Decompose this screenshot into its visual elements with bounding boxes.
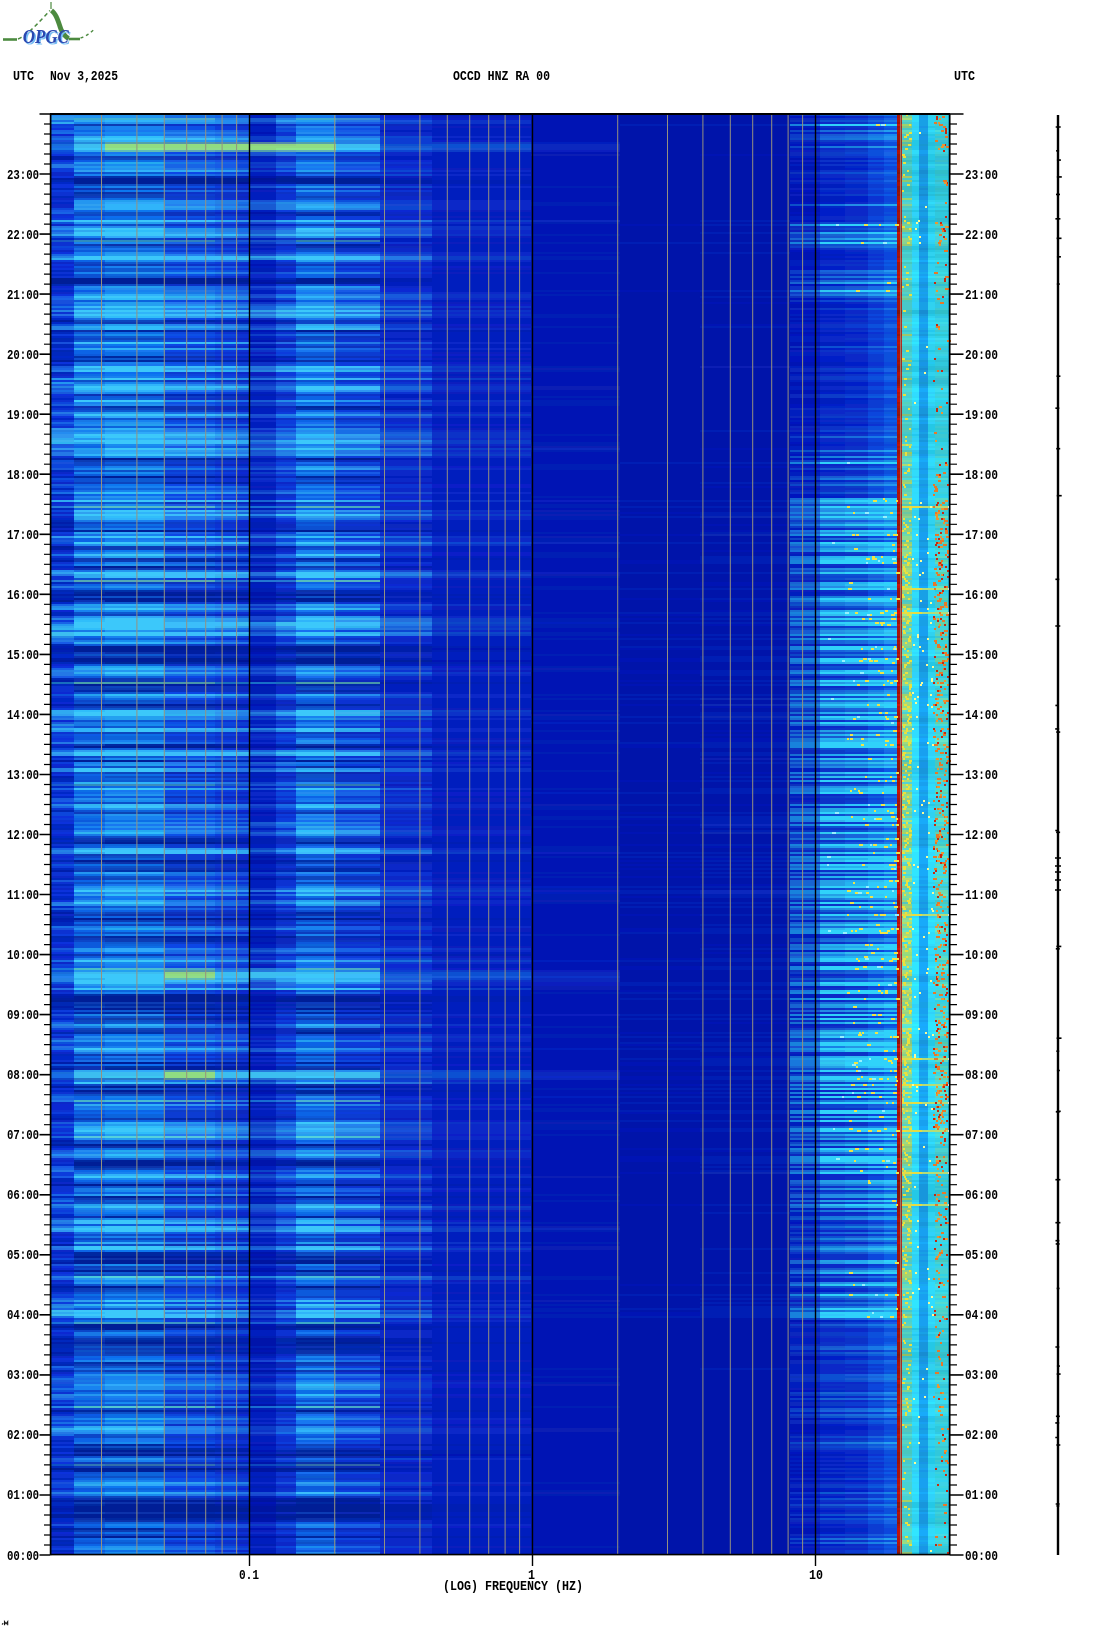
- svg-text:19:00: 19:00: [7, 409, 39, 424]
- svg-text:UTC: UTC: [954, 70, 975, 85]
- svg-text:02:00: 02:00: [965, 1429, 998, 1444]
- svg-text:1: 1: [528, 1569, 535, 1584]
- svg-text:10:00: 10:00: [965, 949, 998, 964]
- svg-text:16:00: 16:00: [965, 589, 998, 604]
- svg-text:06:00: 06:00: [7, 1189, 39, 1204]
- svg-text:13:00: 13:00: [965, 769, 998, 784]
- svg-text:04:00: 04:00: [7, 1309, 39, 1324]
- svg-text:01:00: 01:00: [965, 1489, 998, 1504]
- svg-text:Nov 3,2025: Nov 3,2025: [50, 70, 118, 85]
- svg-text:11:00: 11:00: [965, 889, 998, 904]
- svg-text:OPGC: OPGC: [24, 28, 71, 50]
- svg-text:17:00: 17:00: [7, 529, 39, 544]
- svg-text:12:00: 12:00: [7, 829, 39, 844]
- svg-text:03:00: 03:00: [7, 1369, 39, 1384]
- svg-text:05:00: 05:00: [965, 1249, 998, 1264]
- svg-text:09:00: 09:00: [7, 1009, 39, 1024]
- svg-text:09:00: 09:00: [965, 1009, 998, 1024]
- svg-text:08:00: 08:00: [965, 1069, 998, 1084]
- svg-text:14:00: 14:00: [965, 709, 998, 724]
- svg-text:20:00: 20:00: [7, 349, 39, 364]
- svg-text:21:00: 21:00: [965, 289, 998, 304]
- svg-text:16:00: 16:00: [7, 589, 39, 604]
- svg-text:17:00: 17:00: [965, 529, 998, 544]
- svg-text:12:00: 12:00: [965, 829, 998, 844]
- svg-text:07:00: 07:00: [7, 1129, 39, 1144]
- svg-text:01:00: 01:00: [7, 1489, 39, 1504]
- svg-text:10: 10: [809, 1569, 823, 1584]
- svg-text:08:00: 08:00: [7, 1069, 39, 1084]
- svg-text:18:00: 18:00: [965, 469, 998, 484]
- svg-text:15:00: 15:00: [965, 649, 998, 664]
- svg-text:13:00: 13:00: [7, 769, 39, 784]
- svg-text:02:00: 02:00: [7, 1429, 39, 1444]
- svg-text:20:00: 20:00: [965, 349, 998, 364]
- svg-text:(LOG) FREQUENCY (HZ): (LOG) FREQUENCY (HZ): [443, 1580, 583, 1595]
- svg-text:OPGC: OPGC: [23, 26, 70, 48]
- svg-text:04:00: 04:00: [965, 1309, 998, 1324]
- svg-text:00:00: 00:00: [7, 1550, 39, 1565]
- svg-text:OCCD HNZ RA 00: OCCD HNZ RA 00: [453, 70, 550, 85]
- svg-text:05:00: 05:00: [7, 1249, 39, 1264]
- svg-text:07:00: 07:00: [965, 1129, 998, 1144]
- svg-text:UTC: UTC: [13, 70, 34, 85]
- svg-text:0.1: 0.1: [239, 1569, 259, 1584]
- svg-text:11:00: 11:00: [7, 889, 39, 904]
- svg-text:19:00: 19:00: [965, 409, 998, 424]
- svg-text:23:00: 23:00: [7, 169, 39, 184]
- svg-text:10:00: 10:00: [7, 949, 39, 964]
- svg-text:03:00: 03:00: [965, 1369, 998, 1384]
- svg-text:22:00: 22:00: [7, 229, 39, 244]
- svg-text:18:00: 18:00: [7, 469, 39, 484]
- svg-text:14:00: 14:00: [7, 709, 39, 724]
- svg-text:21:00: 21:00: [7, 289, 39, 304]
- svg-text:00:00: 00:00: [965, 1550, 998, 1565]
- svg-text:15:00: 15:00: [7, 649, 39, 664]
- svg-text:22:00: 22:00: [965, 229, 998, 244]
- svg-text:23:00: 23:00: [965, 169, 998, 184]
- svg-text:06:00: 06:00: [965, 1189, 998, 1204]
